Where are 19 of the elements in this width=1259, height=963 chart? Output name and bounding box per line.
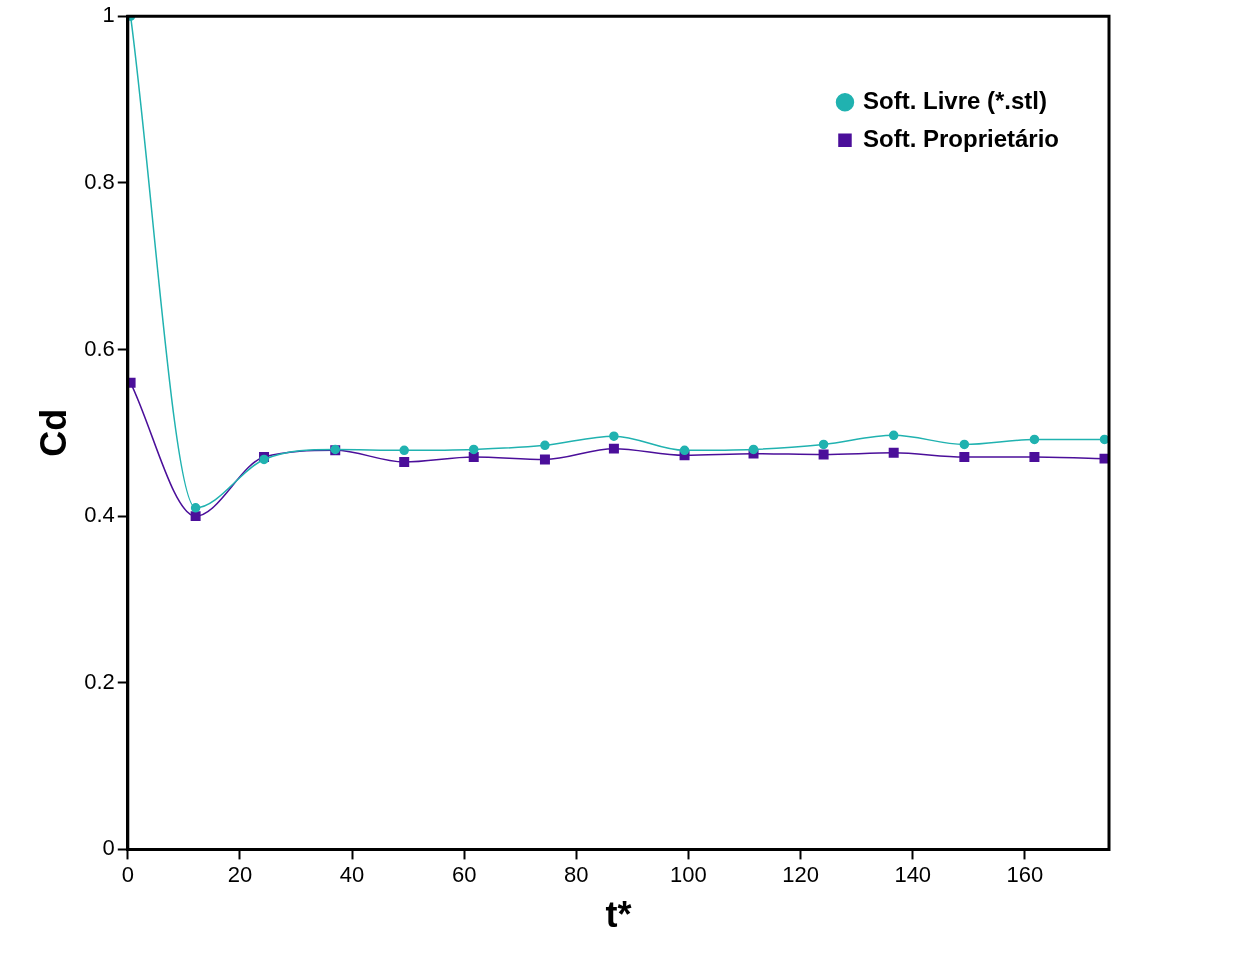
y-tick-label: 0.2 — [84, 668, 115, 694]
y-axis-title: Cd — [32, 408, 74, 457]
x-tick-label: 80 — [564, 861, 589, 887]
x-tick-label: 100 — [670, 861, 707, 887]
legend-label: Soft. Livre (*.stl) — [862, 86, 1048, 114]
y-tick-label: 0 — [102, 835, 115, 861]
legend-label: Soft. Proprietário — [862, 124, 1060, 152]
x-tick-label: 120 — [782, 861, 819, 887]
x-tick-label: 40 — [339, 861, 365, 887]
x-tick-label: 20 — [227, 861, 253, 887]
x-tick-label: 160 — [1006, 861, 1044, 887]
y-tick-label: 0.6 — [84, 335, 115, 361]
y-tick-label: 0.8 — [84, 168, 115, 194]
x-tick-label: 0 — [121, 861, 134, 887]
y-tick-label: 1 — [102, 2, 115, 28]
y-tick-label: 0.4 — [84, 502, 115, 528]
x-tick-label: 60 — [451, 861, 477, 887]
x-axis-title: t* — [605, 894, 632, 936]
x-tick-label: 140 — [894, 861, 932, 887]
